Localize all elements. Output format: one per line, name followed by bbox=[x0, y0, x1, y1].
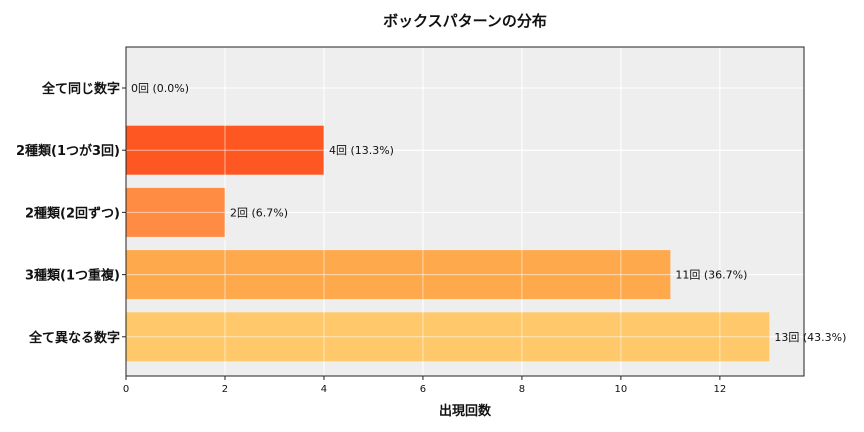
data-label: 0回 (0.0%) bbox=[131, 82, 189, 95]
category-label: 3種類(1つ重複) bbox=[25, 268, 120, 284]
x-tick-label: 8 bbox=[519, 384, 525, 395]
x-tick-label: 12 bbox=[714, 384, 727, 395]
bars bbox=[126, 47, 804, 376]
x-tick-label: 10 bbox=[615, 384, 628, 395]
x-tick-label: 0 bbox=[123, 384, 129, 395]
data-label: 11回 (36.7%) bbox=[675, 269, 747, 282]
category-label: 2種類(2回ずつ) bbox=[25, 205, 120, 221]
data-label: 2回 (6.7%) bbox=[230, 206, 288, 219]
chart-title: ボックスパターンの分布 bbox=[383, 12, 547, 30]
plot-frame bbox=[125, 46, 805, 377]
category-label: 全て異なる数字 bbox=[28, 330, 120, 346]
x-tick-label: 6 bbox=[420, 384, 426, 395]
data-label: 4回 (13.3%) bbox=[329, 144, 394, 157]
data-labels: 0回 (0.0%) 4回 (13.3%) 2回 (6.7%) 11回 (36.7%) 1… bbox=[131, 82, 846, 344]
x-ticks: 0 2 4 6 8 10 12 bbox=[122, 87, 727, 395]
data-label: 13回 (43.3%) bbox=[774, 331, 846, 344]
category-label: 全て同じ数字 bbox=[41, 81, 120, 97]
category-labels: 全て同じ数字 2種類(1つが3回) 2種類(2回ずつ) 3種類(1つ重複) 全て異なる数… bbox=[16, 81, 120, 346]
x-axis-title: 出現回数 bbox=[439, 403, 492, 419]
x-tick-label: 2 bbox=[222, 384, 228, 395]
category-label: 2種類(1つが3回) bbox=[16, 143, 120, 159]
x-tick-label: 4 bbox=[321, 384, 327, 395]
